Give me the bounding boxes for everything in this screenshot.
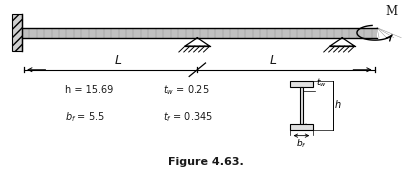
Bar (290, 81, 313, 87)
Bar (290, 124, 313, 130)
Text: $b_f$ = 5.5: $b_f$ = 5.5 (65, 110, 105, 124)
Text: h = 15.69: h = 15.69 (65, 85, 113, 95)
Bar (22, 28, 377, 38)
Bar (300, 87, 303, 124)
Text: $b_f$: $b_f$ (296, 138, 307, 150)
Text: $t_f$: $t_f$ (302, 121, 311, 134)
Text: $t_w$: $t_w$ (316, 77, 327, 89)
Text: Figure 4.63.: Figure 4.63. (168, 157, 243, 167)
Bar (12, 14, 22, 51)
Text: $t_f$ = 0.345: $t_f$ = 0.345 (163, 110, 212, 124)
Text: $t_w$ = 0.25: $t_w$ = 0.25 (163, 83, 209, 97)
Text: h: h (335, 100, 341, 110)
Text: L: L (269, 54, 276, 67)
Text: M: M (385, 5, 397, 18)
Text: L: L (114, 54, 121, 67)
